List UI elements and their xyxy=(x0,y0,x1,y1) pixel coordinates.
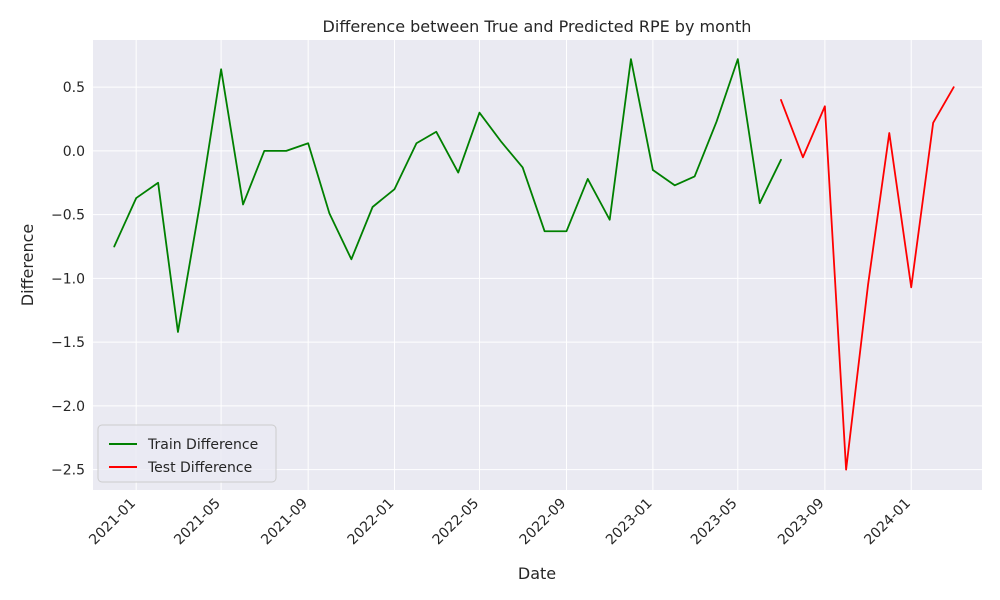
chart-title: Difference between True and Predicted RP… xyxy=(323,17,752,36)
y-tick-label: −0.5 xyxy=(51,208,85,224)
series-line-train xyxy=(113,58,782,333)
y-tick-label: −2.5 xyxy=(51,463,85,479)
y-tick-label: 0.5 xyxy=(63,80,85,96)
series-line-test xyxy=(780,86,955,471)
legend-label-test: Test Difference xyxy=(147,460,252,476)
legend-label-train: Train Difference xyxy=(147,437,258,453)
y-axis-label: Difference xyxy=(18,224,37,306)
legend: Train Difference Test Difference xyxy=(97,424,277,483)
legend-box xyxy=(97,424,277,483)
y-tick-label: −1.0 xyxy=(51,271,85,287)
y-tick-label: 0.0 xyxy=(63,144,85,160)
series-layer xyxy=(113,58,955,471)
plot-area xyxy=(93,40,982,490)
y-axis-ticks: 0.5 0.0 −0.5 −1.0 −1.5 −2.0 −2.5 xyxy=(51,80,85,478)
y-tick-label: −1.5 xyxy=(51,335,85,351)
x-axis-label: Date xyxy=(518,564,556,583)
y-tick-label: −2.0 xyxy=(51,399,85,415)
